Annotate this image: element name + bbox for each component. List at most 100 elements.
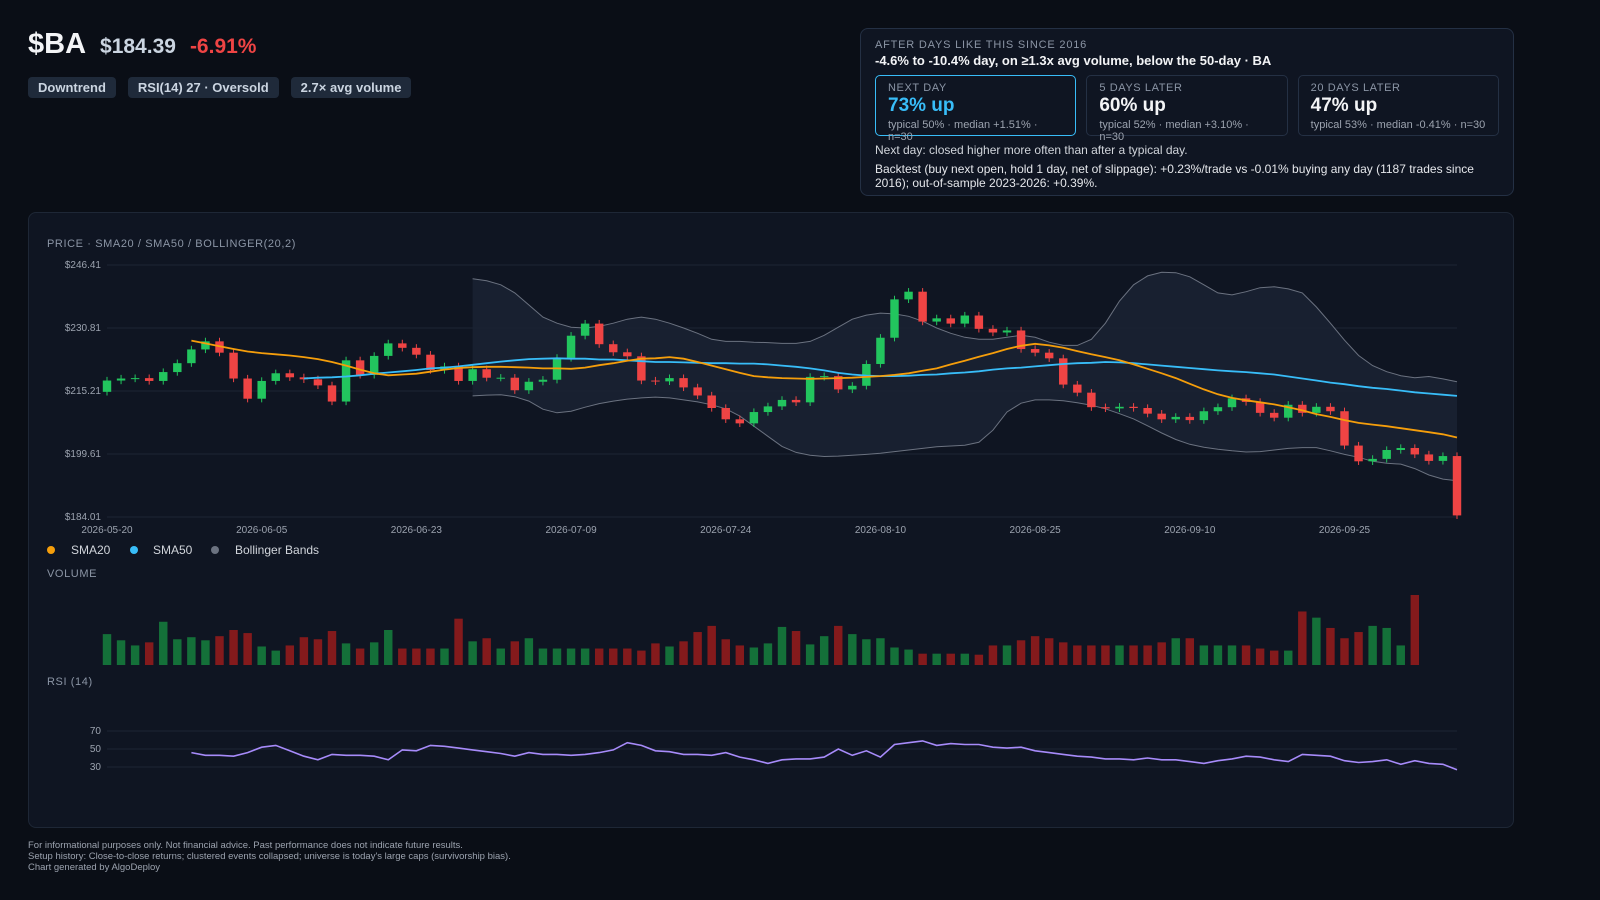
volume-bar [1227, 645, 1237, 665]
volume-bar [327, 631, 337, 665]
volume-bar [707, 625, 716, 665]
volume-bar [735, 645, 745, 665]
candle [229, 352, 238, 379]
volume-bar [791, 631, 801, 665]
price-chart-svg[interactable]: PRICE · SMA20 / SMA50 / BOLLINGER(20,2) … [29, 213, 1515, 829]
candle [623, 352, 632, 357]
date-tick-label: 2026-05-20 [81, 525, 133, 536]
candle [791, 399, 801, 403]
volume-bar [1213, 645, 1223, 665]
candle [777, 399, 787, 407]
footer: For informational purposes only. Not fin… [28, 840, 511, 873]
volume-bar [960, 653, 970, 665]
volume-bar [749, 647, 759, 665]
volume-bar [384, 630, 393, 665]
candle [524, 381, 534, 391]
candle [1129, 406, 1138, 409]
volume-bar [890, 647, 899, 665]
candle [1410, 447, 1420, 455]
chart-panel: PRICE · SMA20 / SMA50 / BOLLINGER(20,2) … [28, 212, 1514, 828]
date-tick-label: 2026-08-10 [855, 525, 907, 536]
volume-bar [355, 648, 365, 665]
candle [735, 419, 745, 424]
chart-legend: SMA20 SMA50 Bollinger Bands [47, 543, 319, 557]
volume-bar [173, 639, 182, 665]
volume-bar [566, 648, 576, 665]
volume-bar [299, 637, 309, 665]
volume-bar [1284, 650, 1293, 665]
volume-bar [1340, 638, 1349, 665]
candle [1115, 406, 1124, 409]
candle [355, 360, 365, 375]
candle [1087, 392, 1096, 408]
candle [988, 328, 998, 333]
volume-bar [1157, 642, 1166, 665]
volume-bar [1030, 636, 1040, 665]
volume-bar [1059, 642, 1068, 665]
volume-bar [1044, 638, 1054, 665]
next-day-card[interactable]: NEXT DAY 73% up typical 50% · median +1.… [875, 75, 1077, 143]
candle [1143, 408, 1152, 414]
volume-bar [1171, 638, 1180, 665]
five-days-card[interactable]: 5 DAYS LATER 60% up typical 52% · median… [1086, 75, 1288, 143]
legend-sma50-swatch [130, 546, 138, 554]
candle [946, 318, 955, 324]
price-panel-title: PRICE · SMA20 / SMA50 / BOLLINGER(20,2) [47, 238, 296, 250]
date-tick-label: 2026-08-25 [1010, 525, 1062, 536]
volume-bar [187, 637, 196, 665]
twenty-days-card[interactable]: 20 DAYS LATER 47% up typical 53% · media… [1297, 75, 1499, 136]
price-tick-label: $215.21 [65, 386, 102, 397]
last-price: $184.39 [100, 35, 176, 58]
volume-bar [1312, 617, 1321, 665]
candle [130, 378, 140, 380]
setup-history-panel: AFTER DAYS LIKE THIS SINCE 2016 -4.6% to… [860, 28, 1514, 196]
volume-bar [665, 646, 674, 665]
candle [1340, 411, 1349, 446]
volume-bar [651, 643, 660, 665]
candle [763, 406, 773, 413]
candle [1269, 412, 1279, 418]
status-badges: Downtrend RSI(14) 27 · Oversold 2.7× avg… [28, 77, 412, 98]
candle [805, 376, 815, 403]
candle [848, 385, 857, 390]
volume-bar [876, 638, 885, 665]
volume-bar [144, 642, 154, 665]
volume-bar [1255, 648, 1265, 665]
candle [538, 379, 548, 382]
volume-bar [819, 636, 829, 665]
candle [1157, 413, 1166, 420]
candle [1255, 401, 1265, 413]
candle [834, 376, 843, 390]
volume-bar [257, 646, 266, 665]
candle [187, 349, 196, 364]
candle [510, 377, 520, 391]
volume-bar [679, 641, 688, 665]
candle [707, 395, 716, 409]
rsi-tick-label: 70 [90, 726, 102, 737]
candle [932, 318, 941, 322]
volume-bar [693, 632, 702, 665]
candle [1213, 407, 1223, 412]
rsi-tick-label: 30 [90, 762, 102, 773]
rsi-badge: RSI(14) 27 · Oversold [127, 77, 279, 98]
volume-bar [1368, 625, 1377, 665]
volume-bar [805, 644, 815, 665]
date-tick-label: 2026-07-09 [545, 525, 597, 536]
date-tick-label: 2026-07-24 [700, 525, 752, 536]
candle [1326, 406, 1335, 412]
volume-bar [510, 641, 520, 665]
volume-bar [609, 648, 618, 665]
candle [637, 356, 646, 381]
volume-bar [777, 626, 787, 665]
candle [285, 373, 295, 378]
candle [876, 337, 885, 364]
candle [1284, 404, 1293, 418]
volume-bar [862, 639, 871, 665]
candle [1312, 406, 1321, 413]
ticker-line: $BA $184.39 -6.91% [28, 28, 411, 61]
volume-bar [848, 634, 857, 665]
candle [1171, 416, 1180, 420]
volume-bar [904, 649, 913, 665]
rsi-tick-label: 50 [90, 744, 102, 755]
candle [327, 385, 337, 402]
